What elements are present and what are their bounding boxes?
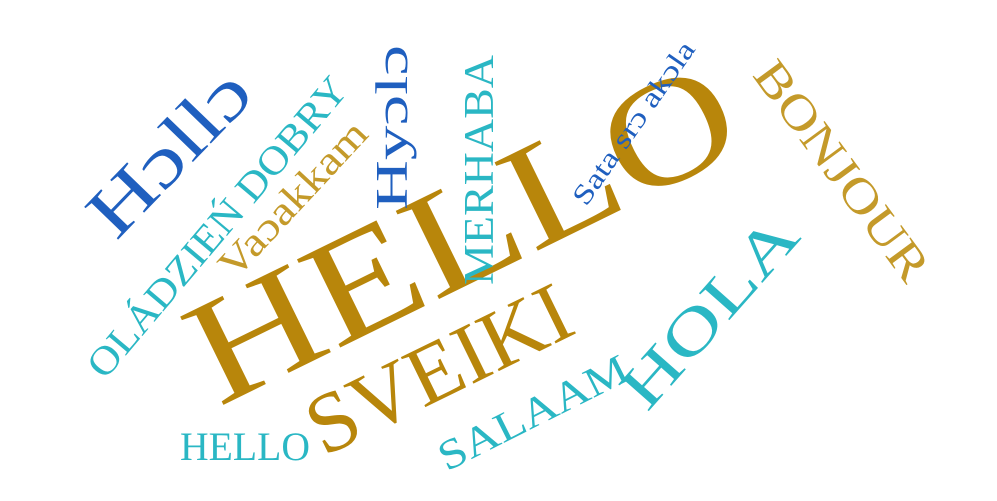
word-merhaba: MERHABA: [455, 54, 503, 285]
word-hello-small: HELLO: [180, 424, 310, 469]
word-hyelo: Hyɔlɔ: [366, 44, 418, 210]
